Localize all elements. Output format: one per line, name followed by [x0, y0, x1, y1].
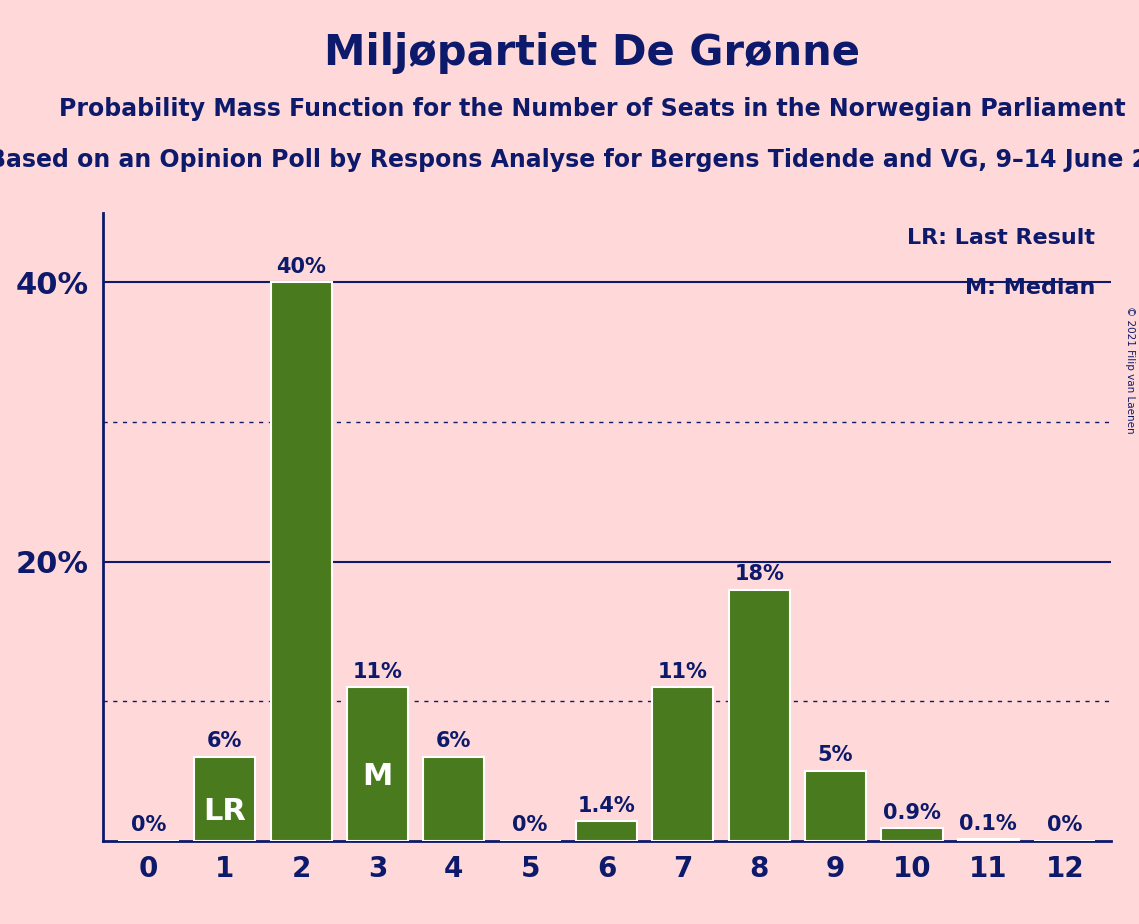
Text: 0%: 0%	[131, 815, 166, 835]
Text: LR: Last Result: LR: Last Result	[908, 228, 1096, 249]
Text: 6%: 6%	[207, 732, 243, 751]
Text: Miljøpartiet De Grønne: Miljøpartiet De Grønne	[325, 32, 860, 74]
Text: 40%: 40%	[276, 257, 326, 277]
Text: 5%: 5%	[818, 746, 853, 765]
Text: M: Median: M: Median	[965, 278, 1096, 298]
Bar	[882, 828, 942, 841]
Bar	[194, 757, 255, 841]
Text: Based on an Opinion Poll by Respons Analyse for Bergens Tidende and VG, 9–14 Jun: Based on an Opinion Poll by Respons Anal…	[0, 148, 1139, 172]
Text: 0%: 0%	[1047, 815, 1082, 835]
Text: 11%: 11%	[352, 662, 402, 682]
Text: 1.4%: 1.4%	[577, 796, 636, 816]
Text: Probability Mass Function for the Number of Seats in the Norwegian Parliament: Probability Mass Function for the Number…	[59, 97, 1125, 121]
Bar	[576, 821, 637, 841]
Text: 0.9%: 0.9%	[883, 803, 941, 822]
Text: 0.1%: 0.1%	[959, 814, 1017, 833]
Text: 11%: 11%	[658, 662, 707, 682]
Text: M: M	[362, 761, 393, 791]
Bar	[958, 839, 1019, 841]
Bar	[653, 687, 713, 841]
Bar	[271, 283, 331, 841]
Text: © 2021 Filip van Laenen: © 2021 Filip van Laenen	[1125, 306, 1134, 433]
Bar	[424, 757, 484, 841]
Text: LR: LR	[203, 797, 246, 826]
Text: 6%: 6%	[436, 732, 472, 751]
Bar	[805, 771, 866, 841]
Bar	[347, 687, 408, 841]
Text: 0%: 0%	[513, 815, 548, 835]
Bar	[729, 590, 789, 841]
Text: 18%: 18%	[735, 564, 784, 584]
